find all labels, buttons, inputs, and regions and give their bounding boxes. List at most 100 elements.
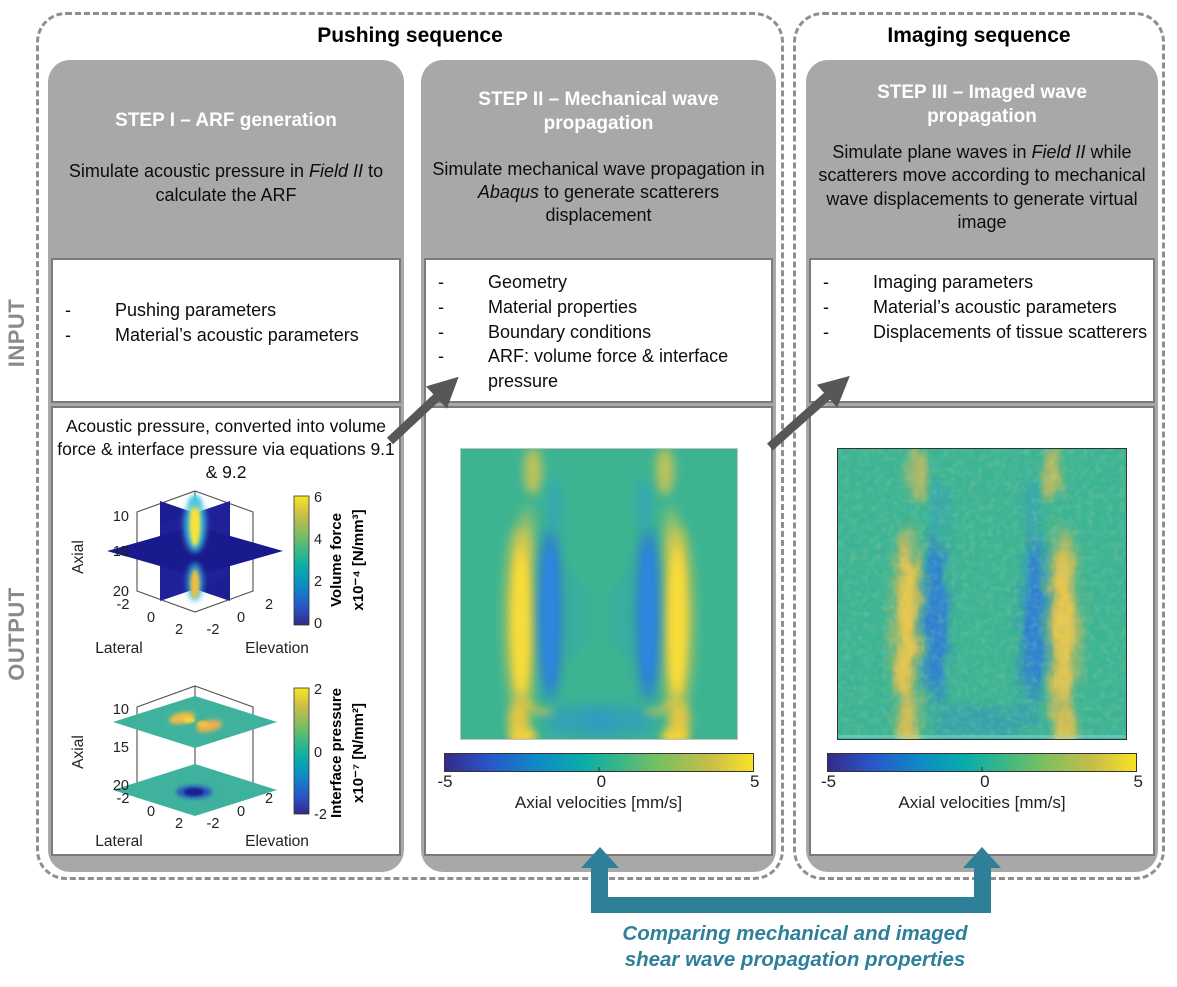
output-side-label: OUTPUT [4,587,29,681]
cb-tick-min: -5 [437,772,453,791]
dash: - [438,272,444,292]
step2-input-1: Material properties [488,296,638,317]
step2-input-3: ARF: volume force & interface pressure [488,346,729,392]
step3-colorbar-ticks: -5 0 5 [821,772,1143,792]
dash: - [823,321,829,342]
mechanical-wave-heatmap [459,448,738,740]
elevation-tick: 0 [237,804,245,820]
elevation-tick: -2 [207,622,220,638]
cb-tick-max: 5 [750,772,760,791]
dash: - [438,296,444,317]
colorbar-label: Interface pressure [328,688,345,818]
pressure-planes [113,696,277,817]
step3-input-0: Imaging parameters [873,272,1034,292]
elevation-axis-label: Elevation [245,640,309,657]
lateral-tick: 0 [147,610,155,626]
step1-panel: STEP I – ARF generation Simulate acousti… [48,60,404,872]
colorbar-tick: 4 [314,532,322,548]
comparison-caption: Comparing mechanical and imaged shear wa… [558,921,1032,973]
step1-input-0: Pushing parameters [115,300,277,320]
wavefront-bands [506,449,615,739]
axial-axis-label: Axial [70,540,87,574]
step3-colorbar [827,753,1137,772]
step2-desc-italic: Abaqus [477,182,539,203]
step1-desc-italic: Field II [309,161,364,182]
elevation-tick: 2 [265,597,273,613]
step1-input-list: - Pushing parameters - Material’s acoustic… [53,260,399,348]
step1-header: STEP I – ARF generation Simulate acousti… [48,60,404,256]
step2-desc-post: to generate scatterers displacement [538,182,720,226]
step3-input-list: - Imaging parameters - Material’s acoustic… [811,260,1153,344]
colorbar-units: x10⁻⁴ [N/mm³] [350,510,367,611]
elevation-tick: 0 [237,610,245,626]
lateral-axis-label: Lateral [95,640,142,657]
lateral-tick: -2 [117,597,130,613]
step2-colorbar-ticks: -5 0 5 [438,772,760,792]
dash: - [438,321,444,342]
step2-header: STEP II – Mechanical wave propagation Si… [421,60,776,256]
list-item: - Material’s acoustic parameters [823,295,1149,320]
elevation-axis-label: Elevation [245,833,309,850]
speckle-noise-blue [838,449,1126,739]
step3-desc-post: while scatterers move according to mecha… [818,141,1146,233]
lateral-tick: 0 [147,804,155,820]
axial-tick: 15 [113,544,129,560]
list-item: - Geometry [438,270,767,295]
axial-tick: 10 [113,509,129,525]
interface-pressure-colorbar: 2 0 -2 Interface pressure x10⁻⁷ [N/mm²] [293,682,367,823]
cb-tick-min: -5 [821,772,837,791]
step1-output-box: Acoustic pressure, converted into volume… [51,406,401,856]
axis-ticks: 10 15 20 -2 0 2 -2 0 2 [113,702,273,832]
comparison-line2: shear wave propagation properties [624,948,966,972]
dash: - [438,346,444,367]
lateral-tick: 2 [175,816,183,832]
step3-desc-italic: Field II [1031,141,1086,162]
step3-title: STEP III – Imaged wave propagation [877,82,1087,128]
imaging-sequence-title: Imaging sequence [887,24,1071,47]
colorbar-label: Volume force [328,513,345,607]
lateral-tick: -2 [117,791,130,807]
axial-tick: 15 [113,740,129,756]
colorbar-tick: 2 [314,574,322,590]
elevation-tick: -2 [207,816,220,832]
list-item: - ARF: volume force & interface pressure [438,344,767,394]
step2-output-box: -5 0 5 Axial velocities [mm/s] [424,406,773,856]
axis-ticks: 10 15 20 -2 0 2 -2 0 2 [113,509,273,638]
lateral-tick: 2 [175,622,183,638]
volume-force-colorbar: 6 4 2 0 Volume force x10⁻⁴ [N/mm³] [293,490,367,632]
axial-axis-label: Axial [70,735,87,769]
dash: - [823,296,829,317]
list-item: - Pushing parameters [65,298,395,323]
interface-pressure-plot: 10 15 20 -2 0 2 -2 0 2 Axial Lateral Ele… [70,682,367,850]
step2-panel: STEP II – Mechanical wave propagation Si… [421,60,776,872]
axial-tick: 10 [113,702,129,718]
step3-input-box: - Imaging parameters - Material’s acoustic… [809,258,1155,403]
axial-tick: 20 [113,584,129,600]
input-side-label: INPUT [4,298,29,368]
list-item: - Displacements of tissue scatterers [823,320,1149,345]
colorbar-tick: 6 [314,490,322,506]
step3-colorbar-label: Axial velocities [mm/s] [898,793,1066,812]
colorbar-units: x10⁻⁷ [N/mm²] [350,703,367,803]
step1-desc-post: to calculate the ARF [155,161,384,205]
axial-tick: 20 [113,778,129,794]
list-item: - Material properties [438,295,767,320]
list-item: - Imaging parameters [823,270,1149,295]
imaged-wave-heatmap [837,448,1127,740]
cb-tick-mid: 0 [596,772,607,791]
step1-desc-pre: Simulate acoustic pressure in [68,161,310,182]
colorbar-tick: -2 [314,807,327,823]
step2-input-2: Boundary conditions [488,321,652,342]
cb-tick-mid: 0 [980,772,990,791]
step3-input-2: Displacements of tissue scatterers [873,321,1148,342]
step3-description: Simulate plane waves in Field II while s… [812,141,1152,235]
dash: - [65,324,71,345]
colorbar-tick: 2 [314,682,322,698]
step2-input-box: - Geometry - Material properties - Boundary… [424,258,773,403]
pushing-sequence-title: Pushing sequence [317,24,503,47]
step1-title: STEP I – ARF generation [115,109,337,131]
colorbar-tick: 0 [314,745,322,761]
cb-tick-max: 5 [1133,772,1143,791]
step2-desc-pre: Simulate mechanical wave propagation in [432,158,765,179]
